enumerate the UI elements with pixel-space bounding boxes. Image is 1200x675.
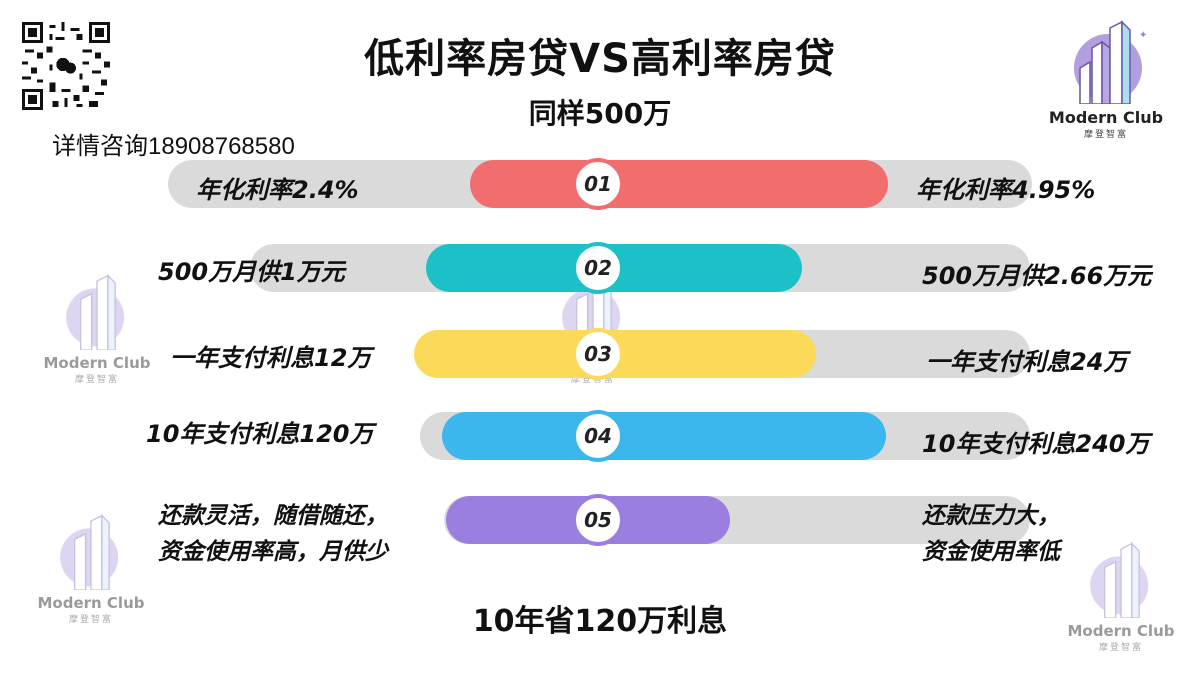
watermark-logo: Modern Club 摩登智富: [1064, 540, 1178, 653]
row-number-badge: 03: [572, 328, 624, 380]
brand-name: Modern Club: [1048, 108, 1164, 127]
row-number-badge: 04: [572, 410, 624, 462]
row-right-label: 年化利率4.95%: [916, 176, 1096, 204]
brand-subname: 摩登智富: [1098, 643, 1143, 653]
brand-subname: 摩登智富: [1083, 130, 1128, 140]
row-right-label-line: 还款压力大，: [922, 503, 1060, 529]
page-subtitle: 同样500万: [528, 97, 672, 130]
watermark-logo: Modern Club 摩登智富: [40, 272, 154, 385]
row-bar: [442, 412, 886, 460]
row-number-badge: 01: [572, 158, 624, 210]
brand-name: Modern Club: [43, 354, 151, 372]
svg-text:✦: ✦: [1139, 30, 1147, 41]
brand-subname: 摩登智富: [74, 375, 119, 385]
row-left-label: 年化利率2.4%: [196, 176, 359, 204]
row-number-badge: 05: [572, 494, 624, 546]
page-title: 低利率房贷VS高利率房贷: [364, 36, 836, 82]
row-number-badge: 02: [572, 242, 624, 294]
building-icon: ✦: [1074, 20, 1147, 105]
row-right-label: 500万月供2.66万元: [922, 262, 1152, 290]
row-left-label: 10年支付利息120万: [146, 420, 374, 448]
brand-subname: 摩登智富: [68, 615, 113, 625]
row-right-label: 10年支付利息240万: [922, 430, 1150, 458]
row-left-label: 500万月供1万元: [158, 258, 345, 286]
brand-name: Modern Club: [37, 594, 145, 612]
row-bar: [470, 160, 888, 208]
contact-info: 详情咨询18908768580: [52, 133, 295, 160]
qr-code: [22, 22, 110, 110]
watermark-logo: Modern Club 摩登智富: [34, 512, 148, 625]
summary-text: 10年省120万利息: [472, 604, 728, 639]
building-icon: [60, 513, 119, 591]
row-right-label: 还款压力大， 资金使用率低: [922, 498, 1060, 570]
row-left-label-line: 还款灵活，随借随还，: [158, 503, 388, 529]
building-icon: [1090, 541, 1149, 619]
row-right-label: 一年支付利息24万: [926, 348, 1128, 376]
row-left-label-line: 资金使用率高，月供少: [158, 539, 388, 565]
brand-name: Modern Club: [1067, 622, 1175, 640]
row-left-label: 还款灵活，随借随还， 资金使用率高，月供少: [158, 498, 388, 570]
brand-logo: ✦ Modern Club 摩登智富: [1044, 18, 1168, 140]
building-icon: [66, 273, 125, 351]
brand-subname: 摩登智富: [570, 375, 615, 385]
row-left-label: 一年支付利息12万: [170, 344, 372, 372]
row-right-label-line: 资金使用率低: [922, 539, 1060, 565]
